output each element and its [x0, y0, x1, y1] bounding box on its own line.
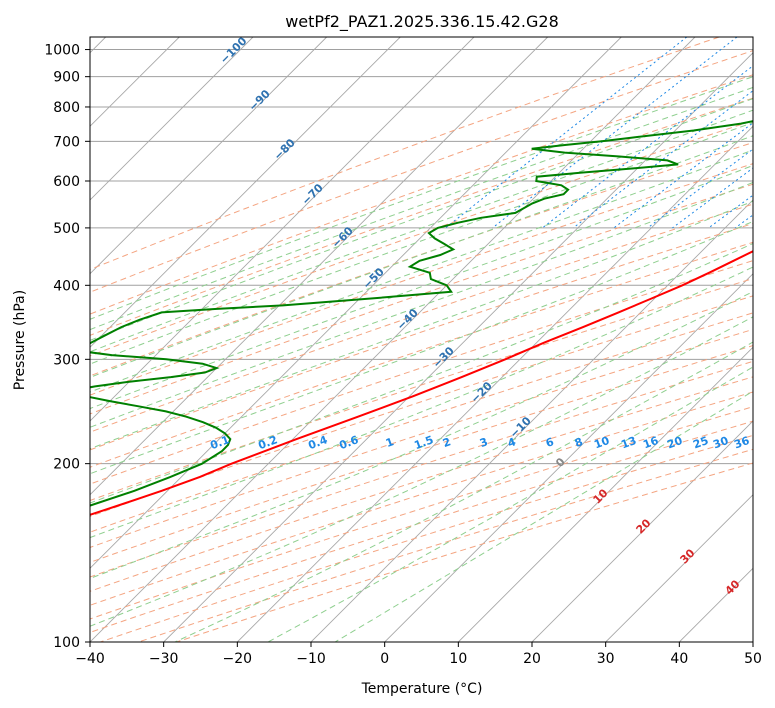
- isotherm-line: [605, 494, 753, 642]
- y-tick-label: 800: [53, 100, 80, 116]
- chart-title: wetPf2_PAZ1.2025.336.15.42.G28: [285, 12, 559, 32]
- mixing-ratio-label: 13: [619, 434, 638, 451]
- x-tick-label: 50: [744, 651, 762, 667]
- mixing-ratio-label: 8: [573, 435, 585, 450]
- isotherm-line: [90, 37, 622, 569]
- dry-adiabat-line: [90, 391, 753, 606]
- moist-adiabat-line: [90, 76, 753, 320]
- mixing-ratio-label: 6: [544, 435, 556, 450]
- isotherm-line: [90, 37, 254, 201]
- dry-adiabat-line: [90, 74, 753, 315]
- isotherm-line: [163, 52, 753, 642]
- moist-adiabat-line: [267, 366, 753, 642]
- x-tick-label: −20: [223, 651, 253, 667]
- y-tick-label: 900: [53, 70, 80, 86]
- dry-adiabat-line: [90, 312, 753, 533]
- moist-adiabat-line: [90, 242, 753, 504]
- isotherm-line: [310, 199, 753, 642]
- data-series: [90, 120, 753, 516]
- mixing-ratio-line: [613, 122, 753, 229]
- mixing-ratio-label: 10: [592, 434, 611, 452]
- mixing-ratio-label: 4: [506, 435, 518, 450]
- dry-adiabat-line: [90, 163, 753, 396]
- isotherm-line: [531, 420, 753, 642]
- y-axis-label: Pressure (hPa): [12, 290, 28, 390]
- x-tick-label: 40: [670, 651, 688, 667]
- isotherm-line: [90, 37, 696, 642]
- x-tick-label: −30: [149, 651, 179, 667]
- x-tick-label: 10: [449, 651, 467, 667]
- dry-adiabat-line: [90, 222, 753, 451]
- mixing-ratio-label: 16: [641, 434, 660, 452]
- mixing-ratio-line: [492, 37, 738, 229]
- isotherm-line: [752, 641, 753, 642]
- x-tick-label: 30: [597, 651, 615, 667]
- y-tick-label: 100: [53, 635, 80, 651]
- dewpoint-line: [90, 120, 753, 507]
- mixing-ratio-label: 20: [665, 434, 684, 452]
- x-tick-label: 20: [523, 651, 541, 667]
- x-axis-label: Temperature (°C): [361, 681, 483, 697]
- x-tick-label: −40: [75, 651, 105, 667]
- isotherm-line: [90, 37, 328, 275]
- isotherm-line: [90, 37, 475, 422]
- x-tick-label: −10: [296, 651, 326, 667]
- x-tick-label: 0: [380, 651, 389, 667]
- axes: −40 −30 −20 −10 0 10 20 30 40 5010020030040050060…: [44, 43, 762, 667]
- moist-adiabat-line: [90, 266, 753, 539]
- y-tick-label: 200: [53, 457, 80, 473]
- moist-adiabat-line: [90, 181, 753, 428]
- mixing-ratio-line: [445, 37, 688, 229]
- dry-adiabat-line: [90, 120, 753, 357]
- y-tick-label: 300: [53, 352, 80, 368]
- mixing-ratio-label: 30: [711, 434, 730, 452]
- y-tick-label: 700: [53, 134, 80, 150]
- dry-adiabat-line: [90, 278, 753, 502]
- mixing-ratio-label: 0.2: [256, 433, 279, 452]
- mixing-ratio-label: 1: [384, 435, 396, 450]
- y-tick-label: 500: [53, 221, 80, 237]
- moist-adiabat-line: [90, 291, 753, 579]
- plot-area: [90, 37, 753, 642]
- y-tick-label: 400: [53, 278, 80, 294]
- isotherm-line: [457, 346, 753, 642]
- mixing-ratio-label: 0.1: [208, 433, 231, 452]
- mixing-ratio-label: 0.6: [337, 433, 360, 452]
- moist-adiabat-line: [90, 164, 753, 410]
- moist-adiabat-line: [90, 86, 753, 331]
- mixing-ratio-label: 0.4: [306, 433, 329, 452]
- dry-adiabat-line: [90, 97, 753, 336]
- mixing-ratio-label: 3: [478, 435, 490, 450]
- temperature-line: [90, 250, 753, 516]
- dry-adiabat-line: [90, 360, 753, 578]
- mixing-ratio-label: 1.5: [412, 433, 435, 452]
- dry-adiabat-line: [90, 260, 753, 485]
- moist-adiabat-line: [90, 109, 753, 353]
- moist-adiabat-line: [90, 200, 753, 450]
- moist-adiabat-line: [90, 98, 753, 341]
- dry-adiabat-line: [90, 141, 753, 377]
- isotherm-line: [384, 273, 753, 642]
- isotherm-line: [90, 37, 549, 496]
- mixing-ratio-label: 25: [691, 434, 710, 451]
- mixing-ratio-label: 36: [732, 434, 751, 452]
- isotherm-line: [236, 125, 753, 642]
- mixing-ratio-label: 2: [441, 435, 453, 450]
- y-tick-label: 600: [53, 174, 80, 190]
- plot-frame: [89, 36, 754, 643]
- dry-adiabat-line: [90, 203, 753, 433]
- y-tick-label: 1000: [44, 43, 80, 59]
- dry-adiabat-line: [90, 50, 753, 293]
